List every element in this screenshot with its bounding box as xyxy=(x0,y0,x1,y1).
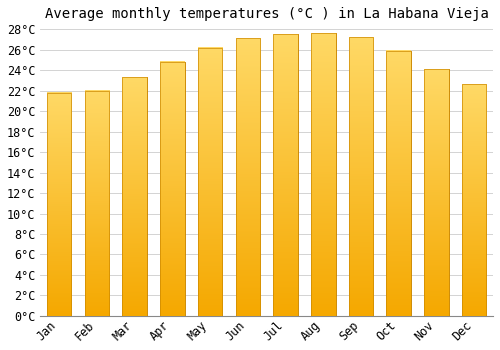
Bar xyxy=(198,48,222,316)
Bar xyxy=(386,50,411,316)
Bar xyxy=(462,84,486,316)
Bar xyxy=(424,69,448,316)
Bar xyxy=(348,37,374,316)
Bar xyxy=(160,62,184,316)
Bar xyxy=(274,34,298,316)
Bar xyxy=(311,33,336,316)
Bar xyxy=(122,77,147,316)
Title: Average monthly temperatures (°C ) in La Habana Vieja: Average monthly temperatures (°C ) in La… xyxy=(44,7,488,21)
Bar xyxy=(311,33,336,316)
Bar xyxy=(84,91,109,316)
Bar xyxy=(198,48,222,316)
Bar xyxy=(424,69,448,316)
Bar xyxy=(274,34,298,316)
Bar xyxy=(47,93,72,316)
Bar xyxy=(348,37,374,316)
Bar xyxy=(236,38,260,316)
Bar xyxy=(122,77,147,316)
Bar xyxy=(462,84,486,316)
Bar xyxy=(160,62,184,316)
Bar xyxy=(386,50,411,316)
Bar xyxy=(47,93,72,316)
Bar xyxy=(236,38,260,316)
Bar xyxy=(84,91,109,316)
